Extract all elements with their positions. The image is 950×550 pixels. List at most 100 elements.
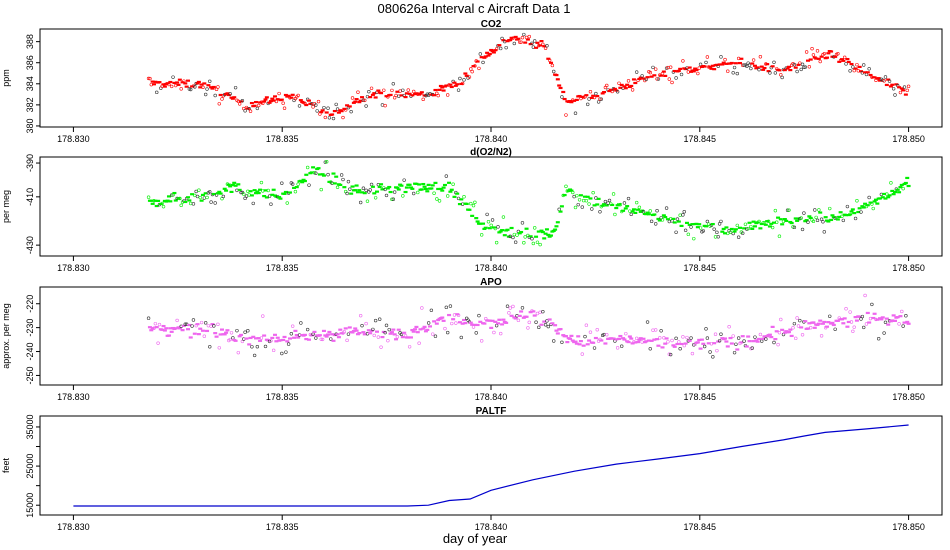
data-point [580,352,584,356]
data-point [666,340,670,344]
y-tick-label: 386 [25,55,35,70]
data-point [678,213,682,217]
data-point [799,216,803,220]
data-point [189,87,193,92]
data-point [157,322,162,327]
data-point [552,339,556,343]
data-point [266,188,270,193]
data-point [715,348,719,353]
data-point [705,336,710,340]
data-point [659,329,663,333]
data-point [836,52,840,56]
data-point [490,218,495,222]
data-point [346,332,351,336]
data-point [792,321,797,326]
x-tick-label: 178.830 [57,392,90,402]
y-tick-label: 384 [25,76,35,91]
data-point [590,207,594,211]
data-point [161,204,166,209]
data-point [320,337,325,342]
data-point [603,199,608,204]
chart-panels: CO2 ppm 178.830 178.835 178.840 178.845 178.85… [1,19,943,532]
data-point [504,45,508,50]
data-point [656,77,661,81]
data-point [726,69,730,73]
data-point [543,323,548,327]
data-point [655,208,659,213]
data-point [205,195,209,200]
data-point [871,206,875,211]
data-point [263,344,268,349]
data-point [496,225,500,229]
data-point [607,198,612,203]
data-point [622,201,627,205]
data-point [467,75,472,79]
data-point [822,230,826,234]
data-point [197,188,201,192]
plot-frame [39,415,943,516]
data-point [655,77,659,81]
data-point [757,219,761,224]
data-point [701,229,705,233]
x-axis-label: day of year [443,531,508,546]
data-point [605,83,609,88]
data-point [564,113,568,117]
data-point [810,46,814,51]
data-point [522,241,526,245]
data-point [380,103,385,107]
data-point [591,190,595,195]
data-point [361,186,366,190]
data-point [383,103,387,108]
data-point [335,185,340,190]
data-point [284,350,288,354]
data-point [885,192,889,196]
data-point [753,335,757,339]
data-point [216,322,220,327]
data-point [201,85,205,90]
plot-frame [39,156,943,257]
x-tick-label: 178.840 [475,522,508,532]
data-point [543,46,548,50]
data-point [747,63,752,67]
data-point [277,91,281,96]
data-point [206,323,211,328]
data-point [290,182,295,186]
data-point [777,234,782,238]
data-point [802,65,806,69]
data-point [526,326,530,330]
data-point [193,193,197,198]
data-point [148,76,152,81]
data-point [615,346,620,350]
data-point [798,318,802,323]
data-point [533,226,537,230]
data-point [630,88,635,92]
data-point [322,105,326,110]
data-point [654,222,658,226]
data-point [462,195,466,199]
data-point [750,346,754,350]
data-point [494,240,499,245]
data-point [606,201,610,205]
data-point [473,200,477,205]
data-point [492,330,496,335]
data-point [795,69,799,74]
data-point [372,333,376,338]
data-point [155,90,159,95]
data-point [531,241,536,246]
data-point [615,90,620,94]
data-point [323,115,328,120]
data-point [314,103,318,107]
data-point [456,313,461,317]
data-point [407,345,412,349]
data-point [851,329,855,334]
data-point [572,194,576,199]
data-point [368,188,372,192]
data-point [557,207,561,212]
data-point [508,234,512,239]
data-point [818,59,822,64]
data-point [471,203,476,208]
data-point [319,337,323,341]
data-point [356,90,360,94]
x-tick-label: 178.835 [266,522,299,532]
data-point [344,108,348,112]
